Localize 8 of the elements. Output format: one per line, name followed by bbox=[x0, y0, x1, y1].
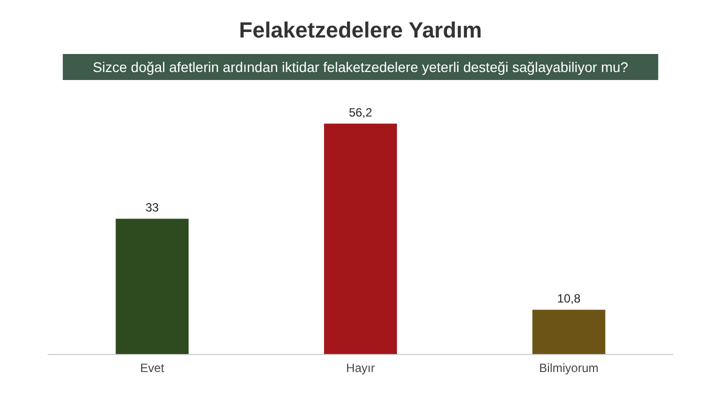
x-tick-label: Evet bbox=[140, 361, 165, 375]
x-tick-label: Hayır bbox=[346, 361, 375, 375]
data-label: 10,8 bbox=[557, 292, 581, 306]
chart-title: Felaketzedelere Yardım bbox=[239, 18, 482, 42]
data-label: 33 bbox=[145, 200, 160, 215]
data-label: 56,2 bbox=[348, 106, 372, 120]
x-tick-label: Bilmiyorum bbox=[539, 361, 599, 375]
chart-subtitle: Sizce doğal afetlerin ardından iktidar felaketzedelere yeterli desteği sağlayabiliyor mu? bbox=[92, 59, 628, 75]
